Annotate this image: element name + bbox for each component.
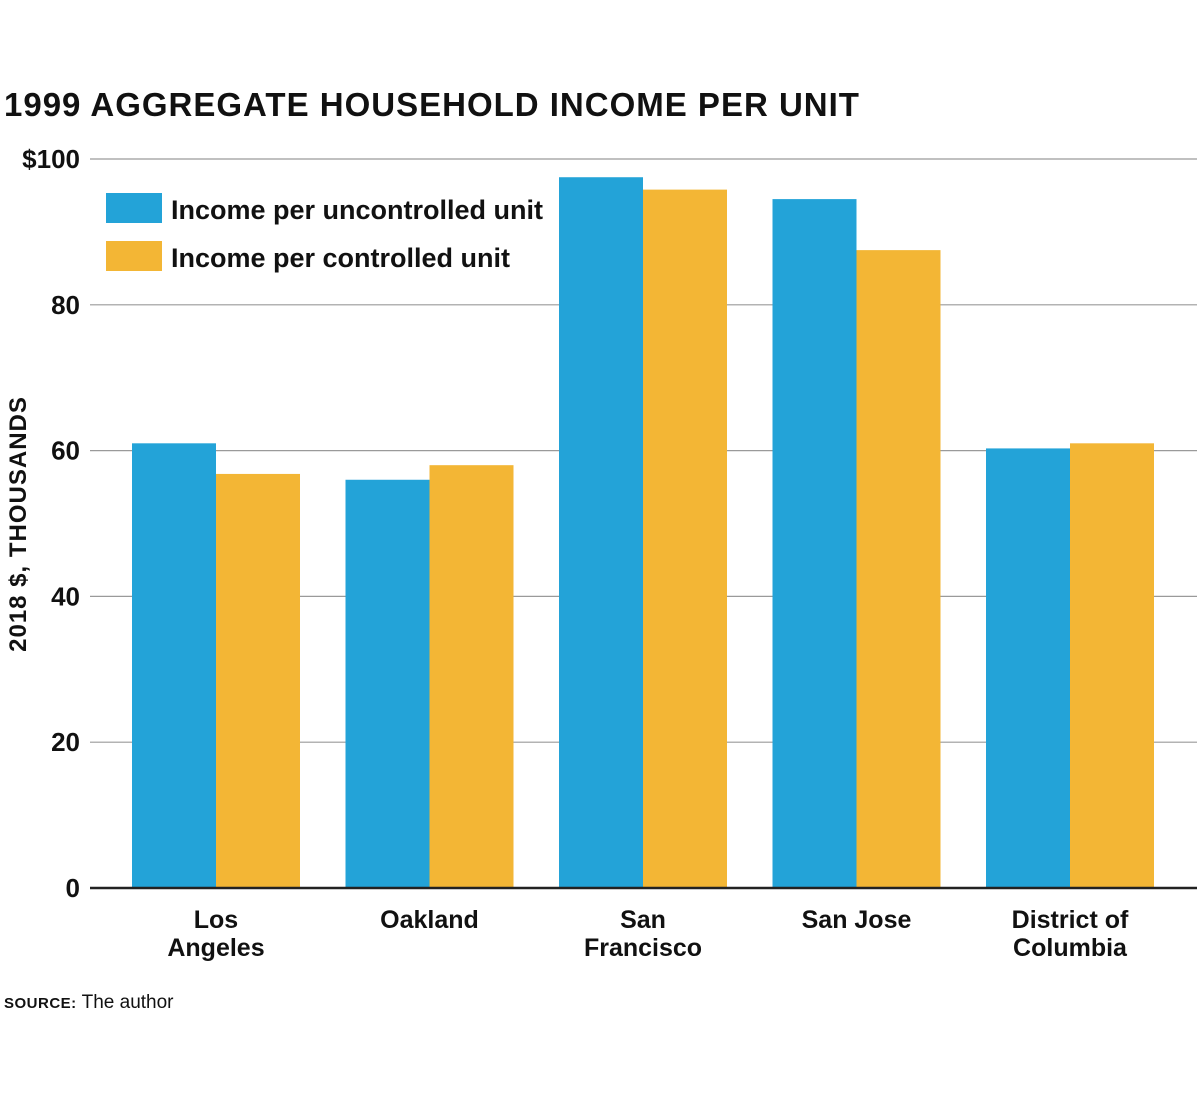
y-tick-label: 60 bbox=[51, 436, 80, 466]
bar-controlled bbox=[856, 250, 941, 888]
legend-swatch bbox=[106, 193, 162, 223]
x-tick-label: San Jose bbox=[802, 906, 912, 934]
y-axis-ticks: 0 20 40 60 80 $100 bbox=[22, 144, 80, 903]
bars bbox=[90, 177, 1197, 890]
source-label: SOURCE: bbox=[4, 995, 77, 1012]
x-tick-label: Oakland bbox=[380, 906, 479, 934]
y-axis-label: 2018 $, THOUSANDS bbox=[5, 396, 32, 652]
bar-controlled bbox=[643, 189, 727, 889]
legend-label: Income per uncontrolled unit bbox=[171, 195, 543, 225]
y-tick-label: 80 bbox=[51, 290, 80, 320]
bar-controlled bbox=[216, 473, 300, 888]
x-tick-label: San Francisco bbox=[584, 906, 702, 962]
y-tick-label: 0 bbox=[66, 873, 80, 903]
x-tick-label: Los Angeles bbox=[167, 906, 264, 962]
legend-label: Income per controlled unit bbox=[171, 243, 510, 273]
legend-swatch bbox=[106, 241, 162, 271]
bar-uncontrolled bbox=[986, 448, 1070, 888]
chart-title: 1999 AGGREGATE HOUSEHOLD INCOME PER UNIT bbox=[4, 86, 860, 123]
y-tick-label: $100 bbox=[22, 144, 80, 174]
bar-uncontrolled bbox=[559, 177, 643, 889]
source-text: The author bbox=[81, 992, 174, 1013]
x-axis-ticks: Los Angeles Oakland San Francisco San Jose Dis… bbox=[167, 906, 1129, 962]
bar-uncontrolled bbox=[772, 199, 857, 889]
y-tick-label: 40 bbox=[51, 581, 80, 611]
bar-uncontrolled bbox=[132, 443, 216, 888]
y-tick-label: 20 bbox=[51, 727, 80, 757]
bar-controlled bbox=[429, 465, 514, 888]
bar-uncontrolled bbox=[345, 479, 430, 888]
bar-controlled bbox=[1070, 443, 1154, 888]
source-note: SOURCE: The author bbox=[4, 992, 174, 1014]
x-tick-label: District of Columbia bbox=[1012, 906, 1129, 962]
legend: Income per uncontrolled unit Income per c… bbox=[106, 193, 543, 273]
